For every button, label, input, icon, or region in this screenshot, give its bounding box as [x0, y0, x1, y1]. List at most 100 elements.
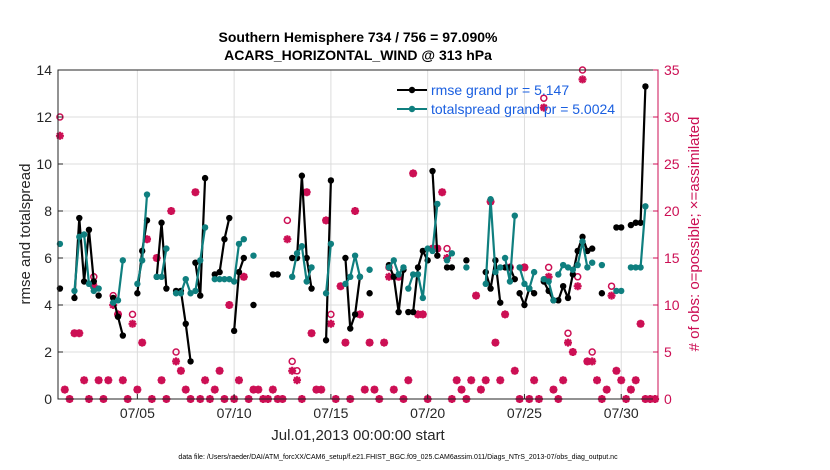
totalspread-point-5-0	[153, 273, 160, 280]
obs-assimilated-point-83	[457, 385, 466, 394]
totalspread-point-7-0	[192, 287, 199, 295]
totalspread-line-segment-12	[324, 243, 332, 294]
y-tick-label-right-3: 15	[664, 250, 680, 266]
totalspread-point-1-3	[85, 280, 93, 288]
totalspread-point-3-2	[119, 257, 127, 264]
rmse-point-23-0	[516, 290, 523, 297]
rmse-point-8-0	[211, 271, 218, 278]
obs-assimilated-point-33	[215, 366, 224, 375]
obs-assimilated-point-1	[60, 385, 69, 394]
x-tick-label-2: 07/15	[313, 405, 348, 421]
obs-assimilated-point-101	[544, 272, 553, 281]
rmse-point-7-2	[201, 174, 209, 182]
totalspread-line-segment-17	[431, 203, 439, 252]
obs-assimilated-point-52	[307, 329, 316, 338]
x-tick-label-5: 07/30	[604, 405, 639, 421]
y-axis-label-right: # of obs: o=possible; ×=assimilated	[686, 117, 703, 352]
totalspread-point-20-2	[492, 268, 499, 276]
rmse-point-12-3	[303, 254, 310, 262]
rmse-point-11-0	[269, 271, 277, 278]
rmse-point-25-5	[579, 233, 586, 241]
rmse-point-16-1	[390, 273, 398, 280]
obs-assimilated-point-35	[225, 301, 234, 309]
y-tick-label-right-7: 35	[664, 62, 680, 78]
x-axis-label: Jul.01,2013 00:00:00 start	[271, 427, 445, 444]
totalspread-point-16-4	[424, 245, 431, 252]
obs-possible-point-24	[172, 348, 180, 356]
obs-possible-point-47	[283, 216, 292, 225]
totalspread-point-16-1	[409, 271, 417, 278]
obs-assimilated-point-65	[370, 385, 379, 394]
obs-assimilated-point-120	[636, 319, 645, 328]
obs-assimilated-point-17	[138, 338, 147, 347]
obs-assimilated-point-32	[210, 385, 219, 394]
y-axis-left: 0 2 4 6 8 10 12 14	[36, 62, 63, 407]
obs-assimilated-point-100	[539, 103, 548, 112]
totalspread-point-13-1	[347, 273, 354, 280]
rmse-point-12-0	[288, 254, 296, 262]
totalspread-point-8-1	[216, 275, 223, 283]
totalspread-point-24-0	[555, 271, 562, 278]
obs-possible-point-105	[564, 329, 572, 337]
obs-assimilated-point-88	[481, 376, 490, 385]
rmse-point-14-0	[342, 254, 349, 262]
rmse-point-20-0	[463, 257, 470, 264]
obs-assimilated-point-53	[312, 385, 321, 394]
totalspread-point-11-0	[288, 273, 296, 280]
rmse-point-14-2	[351, 311, 359, 318]
legend-rmse-label: rmse grand pr = 5.147	[431, 82, 569, 98]
obs-assimilated-point-87	[476, 385, 485, 394]
obs-assimilated-point-102	[549, 385, 558, 394]
totalspread-point-11-4	[308, 264, 315, 271]
x-axis: 07/05 07/10 07/15 07/20 07/25 07/30	[120, 394, 639, 421]
totalspread-point-17-0	[429, 247, 436, 255]
totalspread-point-28-2	[637, 264, 644, 271]
y-tick-label-left-1: 2	[44, 344, 52, 360]
rmse-point-12-4	[308, 285, 315, 292]
rmse-point-6-2	[182, 320, 189, 327]
obs-assimilated-point-72	[404, 376, 413, 385]
totalspread-point-19-0	[463, 264, 470, 271]
rmse-point-8-2	[221, 236, 228, 243]
obs-assimilated-point-118	[626, 385, 635, 394]
rmse-point-11-1	[274, 271, 281, 278]
y-tick-label-left-4: 8	[44, 203, 52, 219]
rmse-point-19-0	[443, 264, 451, 271]
obs-assimilated-point-51	[302, 188, 311, 197]
totalspread-point-11-1	[293, 250, 301, 257]
y-tick-label-left-6: 12	[36, 109, 52, 125]
rmse-point-1-4	[90, 278, 98, 285]
y-tick-label-right-2: 10	[664, 297, 680, 313]
obs-assimilated-point-94	[510, 366, 519, 375]
rmse-point-7-1	[197, 292, 204, 299]
y-tick-label-left-7: 14	[36, 62, 52, 78]
obs-possible-point-80	[443, 244, 451, 253]
totalspread-point-23-2	[550, 297, 557, 304]
totalspread-point-1-4	[90, 287, 98, 295]
rmse-point-3-1	[114, 313, 122, 320]
totalspread-point-6-1	[177, 290, 185, 297]
obs-possible-point-114	[607, 282, 616, 290]
totalspread-point-20-1	[487, 196, 494, 203]
y-tick-label-right-5: 25	[664, 156, 680, 172]
obs-assimilated-point-18	[143, 235, 152, 244]
obs-assimilated-point-56	[326, 319, 335, 328]
totalspread-point-21-2	[511, 212, 518, 219]
totalspread-point-20-0	[482, 280, 489, 288]
totalspread-point-23-1	[545, 278, 552, 285]
rmse-line-segment-21	[484, 259, 502, 303]
totalspread-point-16-0	[405, 285, 412, 292]
obs-assimilated-point-3	[70, 329, 79, 338]
obs-assimilated-point-96	[520, 263, 529, 272]
totalspread-point-20-3	[497, 264, 504, 271]
totalspread-point-8-0	[211, 275, 218, 283]
totalspread-point-22-0	[516, 264, 523, 271]
y-tick-label-left-0: 0	[44, 391, 52, 407]
legend-spread-label: totalspread grand pr = 5.0024	[431, 101, 615, 117]
totalspread-point-22-3	[530, 268, 538, 276]
totalspread-point-13-3	[356, 273, 364, 280]
totalspread-point-11-2	[298, 243, 306, 250]
obs-assimilated-point-21	[157, 376, 166, 385]
obs-assimilated-point-59	[341, 338, 350, 347]
obs-assimilated-point-107	[573, 282, 582, 291]
